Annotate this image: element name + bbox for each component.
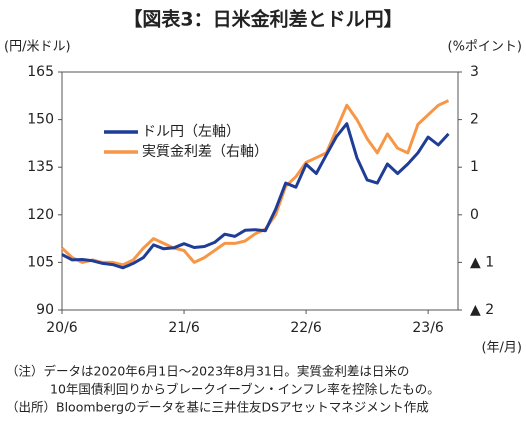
series-line	[60, 99, 450, 267]
chart-title: 【図表3：日米金利差とドル円】	[123, 8, 402, 31]
legend-label: 実質金利差（右軸）	[142, 144, 268, 160]
x-axis-label: (年/月)	[481, 341, 522, 356]
x-tick-label: 21/6	[168, 320, 200, 336]
y2-tick-label: 3	[470, 64, 479, 80]
y2-tick-label: 1	[470, 159, 479, 175]
y2-tick-label: ▲ 1	[470, 254, 494, 270]
x-tick-label: 22/6	[290, 320, 322, 336]
y-tick-label: 90	[36, 302, 54, 318]
y2-tick-label: 0	[470, 207, 479, 223]
series-line	[61, 122, 450, 270]
y-tick-label: 150	[27, 112, 54, 128]
y2-axis-label: (%ポイント)	[448, 40, 523, 55]
plot-frame	[61, 71, 459, 311]
x-tick-label: 23/6	[412, 320, 444, 336]
note: （出所）Bloombergのデータを基に三井住友DSアセットマネジメント作成	[6, 400, 429, 415]
note: 10年国債利回りからブレークイーブン・インフレ率を控除したもの。	[50, 382, 440, 397]
y-tick-label: 120	[27, 207, 54, 223]
note: （注）データは2020年6月1日～2023年8月31日。実質金利差は日米の	[6, 364, 409, 379]
y2-tick-label: 2	[470, 112, 479, 128]
y2-tick-label: ▲ 2	[470, 302, 494, 318]
y-tick-label: 105	[27, 254, 54, 270]
y-axis-label: (円/米ドル)	[4, 40, 71, 55]
y-tick-label: 135	[27, 159, 54, 175]
legend-label: ドル円（左軸）	[142, 124, 240, 140]
x-tick-label: 20/6	[46, 320, 78, 336]
y-tick-label: 165	[27, 64, 54, 80]
